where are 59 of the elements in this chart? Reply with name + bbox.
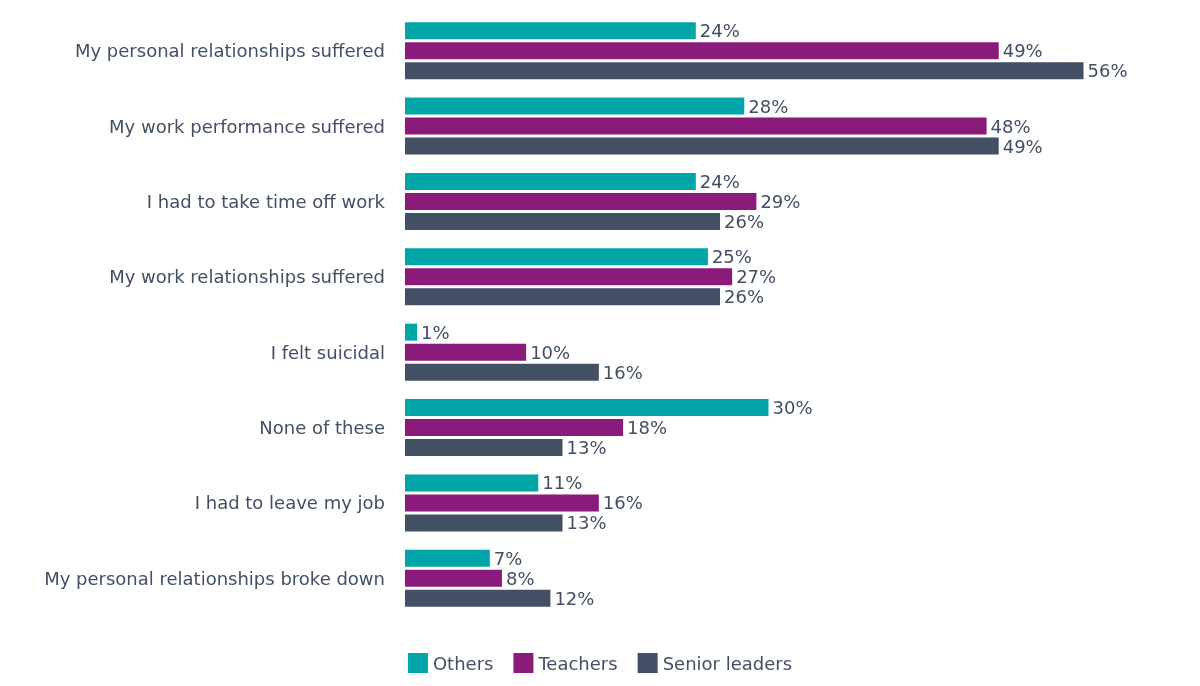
y-tick-label: My work performance suffered [109, 115, 385, 137]
data-label: 1% [421, 321, 450, 343]
bar [405, 514, 563, 532]
y-tick-label: My personal relationships suffered [74, 40, 385, 62]
bar [405, 323, 418, 341]
data-label: 24% [699, 20, 740, 42]
data-label: 48% [990, 115, 1031, 137]
data-label: 56% [1087, 60, 1128, 82]
data-label: 16% [602, 492, 643, 514]
y-tick-label: My personal relationships broke down [44, 567, 385, 589]
y-tick-label: None of these [259, 417, 385, 439]
y-tick-label: I felt suicidal [270, 341, 385, 363]
data-label: 29% [760, 190, 801, 212]
bar [405, 494, 599, 512]
legend-label: Senior leaders [662, 652, 793, 674]
bar [405, 474, 539, 492]
data-label: 27% [736, 266, 777, 288]
bar [405, 419, 624, 437]
data-label: 24% [699, 170, 740, 192]
data-label: 26% [724, 286, 765, 308]
bar [405, 268, 733, 286]
data-label: 49% [1002, 135, 1043, 157]
legend-label: Others [432, 652, 494, 674]
data-label: 10% [530, 341, 571, 363]
data-label: 13% [566, 512, 607, 534]
bar [405, 549, 490, 567]
bar [405, 343, 527, 361]
bar [405, 399, 769, 416]
data-label: 8% [505, 567, 535, 589]
data-label: 16% [602, 361, 643, 383]
bar [405, 569, 502, 587]
bar [405, 439, 563, 457]
bar [405, 62, 1084, 80]
bar [405, 42, 999, 60]
data-label: 12% [554, 587, 595, 609]
data-label: 25% [711, 246, 752, 268]
data-label: 26% [724, 211, 765, 232]
bar [405, 363, 599, 381]
y-tick-label: I had to take time off work [146, 190, 386, 212]
bar [405, 248, 708, 266]
bar [405, 137, 999, 155]
data-label: 49% [1002, 40, 1043, 62]
bar [405, 589, 551, 607]
y-tick-label: I had to leave my job [194, 492, 385, 514]
bar [405, 22, 696, 40]
data-label: 28% [748, 95, 789, 117]
bar [405, 97, 745, 115]
bar [405, 213, 721, 230]
legend-label: Teachers [537, 652, 618, 674]
data-label: 18% [627, 417, 668, 439]
data-label: 13% [566, 437, 607, 459]
y-tick-label: My work relationships suffered [109, 266, 385, 288]
bar [405, 172, 696, 190]
bar [405, 288, 721, 306]
bar [405, 192, 757, 210]
bar [405, 117, 987, 135]
data-label: 11% [542, 472, 583, 494]
data-label: 7% [493, 547, 523, 569]
data-label: 30% [772, 397, 813, 418]
